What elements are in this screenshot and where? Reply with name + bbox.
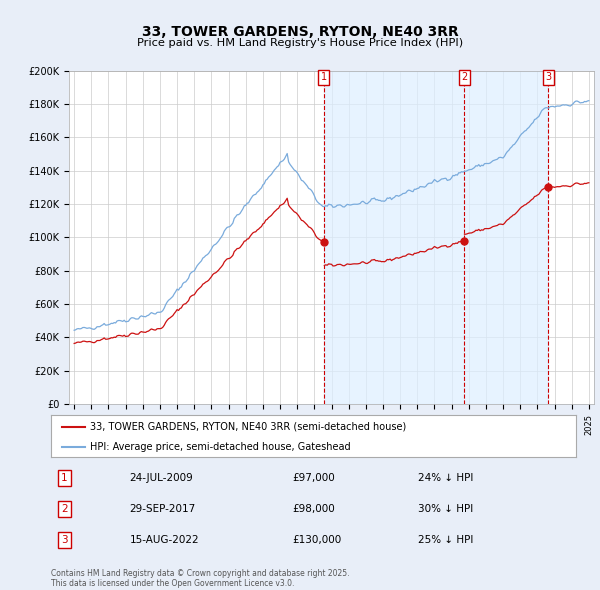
Text: 24% ↓ HPI: 24% ↓ HPI	[419, 473, 474, 483]
Bar	[324, 71, 548, 404]
Text: Contains HM Land Registry data © Crown copyright and database right 2025.
This d: Contains HM Land Registry data © Crown c…	[51, 569, 349, 588]
Text: 29-SEP-2017: 29-SEP-2017	[130, 504, 196, 514]
Text: 2: 2	[461, 73, 467, 83]
Text: 3: 3	[61, 535, 67, 545]
Text: £98,000: £98,000	[293, 504, 335, 514]
Text: 15-AUG-2022: 15-AUG-2022	[130, 535, 199, 545]
Text: 24-JUL-2009: 24-JUL-2009	[130, 473, 193, 483]
Text: 25% ↓ HPI: 25% ↓ HPI	[419, 535, 474, 545]
Text: 30% ↓ HPI: 30% ↓ HPI	[419, 504, 474, 514]
Text: 3: 3	[545, 73, 551, 83]
Text: £97,000: £97,000	[293, 473, 335, 483]
Text: 1: 1	[61, 473, 67, 483]
Text: 33, TOWER GARDENS, RYTON, NE40 3RR: 33, TOWER GARDENS, RYTON, NE40 3RR	[142, 25, 458, 39]
Text: HPI: Average price, semi-detached house, Gateshead: HPI: Average price, semi-detached house,…	[91, 442, 351, 451]
Text: 2: 2	[61, 504, 67, 514]
Text: 1: 1	[321, 73, 327, 83]
Text: Price paid vs. HM Land Registry's House Price Index (HPI): Price paid vs. HM Land Registry's House …	[137, 38, 463, 48]
Text: £130,000: £130,000	[293, 535, 342, 545]
Text: 33, TOWER GARDENS, RYTON, NE40 3RR (semi-detached house): 33, TOWER GARDENS, RYTON, NE40 3RR (semi…	[91, 422, 407, 432]
